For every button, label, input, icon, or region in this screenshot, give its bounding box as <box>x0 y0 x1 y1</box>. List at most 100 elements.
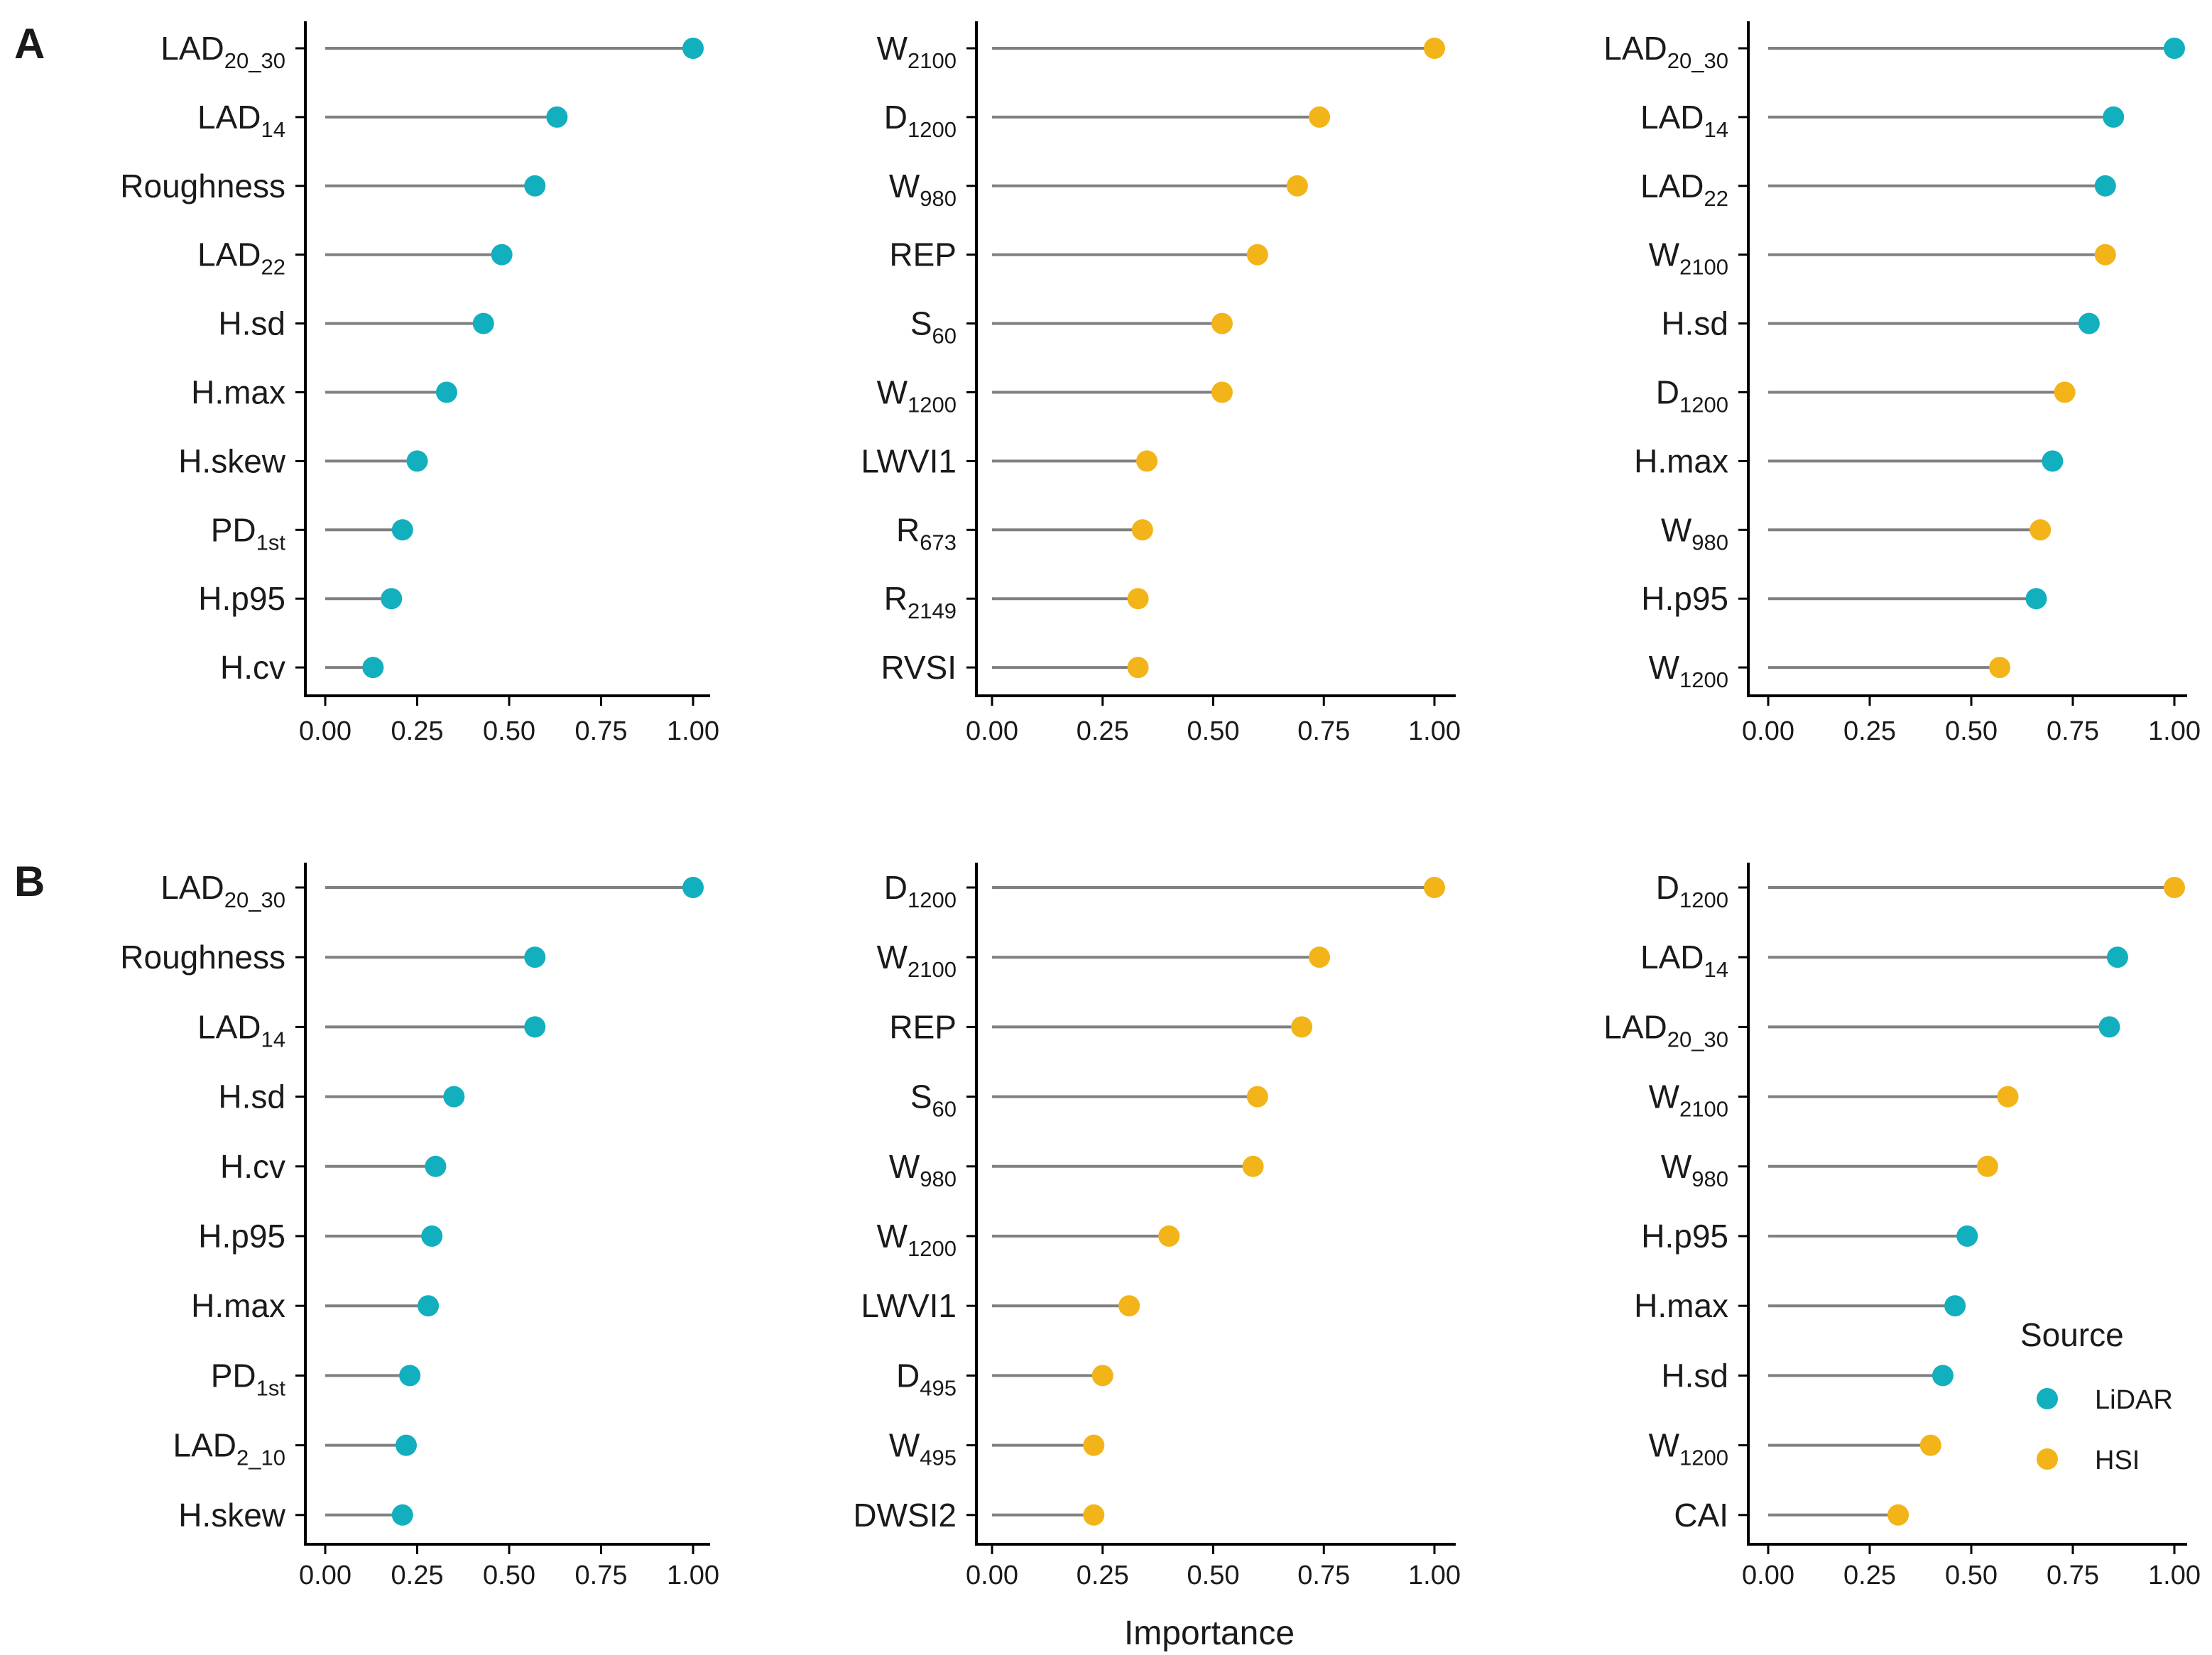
lollipop-point-hsi <box>1091 1365 1113 1387</box>
category-label: H.max <box>191 374 285 411</box>
category-label: S60 <box>910 1078 957 1122</box>
x-tick-label: 0.00 <box>966 1561 1018 1590</box>
category-label: H.p95 <box>198 580 285 617</box>
category-label: D495 <box>896 1357 957 1400</box>
lollipop-point-hsi <box>2054 381 2076 403</box>
category-label: W2100 <box>1649 1078 1728 1122</box>
lollipop-point-lidar <box>2098 1016 2120 1038</box>
lollipop-point-lidar <box>2164 38 2185 59</box>
panel-tag-b: B <box>14 858 45 905</box>
x-tick-label: 0.25 <box>391 716 444 746</box>
lollipop-point-hsi <box>1997 1086 2019 1108</box>
category-label: H.max <box>191 1287 285 1324</box>
lollipop-point-lidar <box>2094 175 2116 197</box>
lollipop-point-hsi <box>1211 381 1233 403</box>
lollipop-point-lidar <box>406 450 428 472</box>
lollipop-point-lidar <box>362 657 384 679</box>
lollipop-point-lidar <box>472 312 494 334</box>
lollipop-point-lidar <box>443 1086 465 1108</box>
lollipop-point-lidar <box>1944 1295 1966 1317</box>
lollipop-point-lidar <box>1932 1365 1954 1387</box>
lollipop-point-hsi <box>1286 175 1308 197</box>
category-label: W980 <box>889 1148 957 1191</box>
category-label: LAD20_30 <box>1603 30 1728 73</box>
x-tick-label: 0.50 <box>1187 716 1240 746</box>
category-label: W1200 <box>877 374 957 417</box>
legend: Source LiDAR HSI <box>2020 1316 2173 1475</box>
lollipop-point-lidar <box>391 1504 413 1526</box>
lollipop-point-hsi <box>1246 244 1268 266</box>
x-tick-label: 0.00 <box>299 716 352 746</box>
x-tick-label: 0.25 <box>391 1561 444 1590</box>
category-label: CAI <box>1674 1497 1728 1534</box>
lollipop-point-hsi <box>1424 38 1445 59</box>
category-label: W1200 <box>877 1218 957 1261</box>
category-label: RVSI <box>881 649 957 686</box>
category-label: W495 <box>889 1427 957 1470</box>
category-label: LWVI1 <box>861 442 957 479</box>
category-label: W980 <box>1661 1148 1728 1191</box>
category-label: DWSI2 <box>853 1497 957 1534</box>
lollipop-point-hsi <box>1919 1434 1941 1456</box>
x-axis-title: Importance <box>1124 1615 1295 1652</box>
x-tick-label: 0.75 <box>1297 1561 1350 1590</box>
category-label: LAD20_30 <box>1603 1008 1728 1052</box>
x-tick-label: 1.00 <box>1408 716 1461 746</box>
lollipop-point-hsi <box>1309 946 1331 968</box>
category-label: H.max <box>1634 1287 1728 1324</box>
category-label: LAD14 <box>1640 939 1728 982</box>
category-label: Roughness <box>120 168 285 204</box>
panel-tag-a: A <box>14 20 45 67</box>
lollipop-point-hsi <box>1127 657 1149 679</box>
category-label: LAD22 <box>1640 168 1728 211</box>
lollipop-point-lidar <box>2103 106 2125 128</box>
x-tick-label: 1.00 <box>2148 716 2201 746</box>
lollipop-point-lidar <box>395 1434 417 1456</box>
category-label: PD1st <box>211 511 286 555</box>
panel-a2: 0.00 0.25 0.50 0.75 1.00 W2100 D1200 W980 REP S60… <box>861 21 1461 746</box>
lollipop-point-hsi <box>2164 877 2185 898</box>
category-label: H.sd <box>1661 1357 1728 1394</box>
category-label: H.sd <box>218 305 285 342</box>
lollipop-point-lidar <box>682 38 704 59</box>
x-tick-label: 0.00 <box>1742 716 1794 746</box>
lollipop-point-hsi <box>1083 1504 1105 1526</box>
category-label: LAD20_30 <box>160 30 285 73</box>
x-tick-label: 1.00 <box>1408 1561 1461 1590</box>
lollipop-point-lidar <box>491 244 513 266</box>
category-label: LAD14 <box>197 99 285 142</box>
x-tick-label: 0.50 <box>1945 716 1998 746</box>
legend-label-lidar: LiDAR <box>2095 1385 2173 1415</box>
category-label: W1200 <box>1649 1427 1728 1470</box>
category-label: W980 <box>889 168 957 211</box>
lollipop-point-lidar <box>2106 946 2128 968</box>
x-tick-label: 0.75 <box>575 716 628 746</box>
x-tick-label: 0.75 <box>575 1561 628 1590</box>
category-label: H.p95 <box>1641 1218 1728 1255</box>
category-label: S60 <box>910 305 957 349</box>
legend-label-hsi: HSI <box>2095 1446 2140 1475</box>
lollipop-point-lidar <box>2025 588 2047 610</box>
lollipop-point-lidar <box>2042 450 2064 472</box>
x-tick-label: 0.25 <box>1843 1561 1896 1590</box>
category-label: H.sd <box>1661 305 1728 342</box>
category-label: D1200 <box>1656 374 1728 417</box>
category-label: R2149 <box>884 580 957 623</box>
category-label: LAD22 <box>197 236 285 280</box>
category-label: Roughness <box>120 939 285 976</box>
lollipop-point-lidar <box>524 175 546 197</box>
lollipop-point-hsi <box>1309 106 1331 128</box>
x-tick-label: 0.50 <box>483 1561 535 1590</box>
lollipop-point-hsi <box>1989 657 2011 679</box>
lollipop-panels: 0.00 0.25 0.50 0.75 1.00 LAD20_30 LAD14 Roughne… <box>120 21 2201 1590</box>
category-label: H.skew <box>178 1497 286 1534</box>
category-label: W2100 <box>877 30 957 73</box>
lollipop-point-lidar <box>2078 312 2100 334</box>
category-label: D1200 <box>1656 869 1728 912</box>
x-tick-label: 1.00 <box>667 716 719 746</box>
x-tick-label: 0.25 <box>1077 1561 1129 1590</box>
lollipop-point-hsi <box>1158 1225 1180 1247</box>
category-label: H.max <box>1634 442 1728 479</box>
category-label: H.cv <box>220 649 285 686</box>
